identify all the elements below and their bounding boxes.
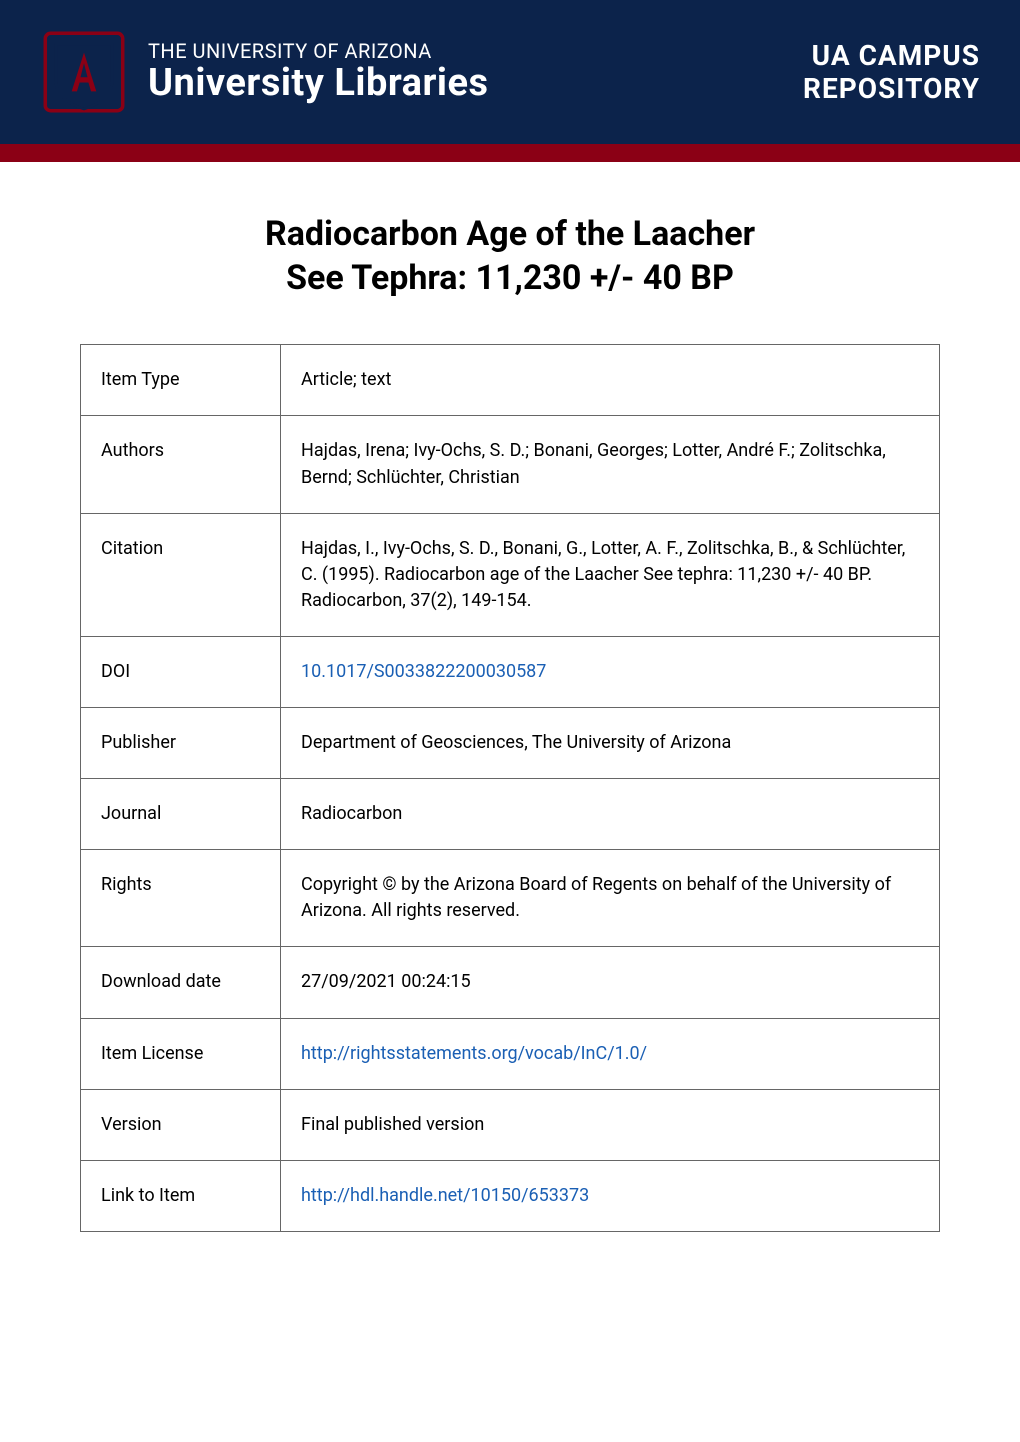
metadata-text: Department of Geosciences, The Universit…	[301, 732, 731, 753]
metadata-label: Version	[81, 1089, 281, 1160]
metadata-value: Copyright © by the Arizona Board of Rege…	[281, 850, 940, 947]
ua-shield-icon	[40, 28, 128, 116]
metadata-value: http://hdl.handle.net/10150/653373	[281, 1160, 940, 1231]
metadata-label: Download date	[81, 947, 281, 1018]
university-logo	[40, 28, 128, 116]
table-row: Version Final published version	[81, 1089, 940, 1160]
metadata-text: Hajdas, Irena; Ivy-Ochs, S. D.; Bonani, …	[301, 440, 886, 487]
metadata-text: Hajdas, I., Ivy-Ochs, S. D., Bonani, G.,…	[301, 538, 905, 611]
table-row: Download date 27/09/2021 00:24:15	[81, 947, 940, 1018]
metadata-label: Publisher	[81, 708, 281, 779]
metadata-link[interactable]: http://rightsstatements.org/vocab/InC/1.…	[301, 1043, 647, 1064]
metadata-label: Citation	[81, 513, 281, 636]
table-row: Rights Copyright © by the Arizona Board o…	[81, 850, 940, 947]
metadata-value: 27/09/2021 00:24:15	[281, 947, 940, 1018]
header-text-block: THE UNIVERSITY OF ARIZONA University Lib…	[148, 39, 489, 105]
metadata-value: Article; text	[281, 345, 940, 416]
repository-line1: UA CAMPUS	[803, 39, 980, 72]
table-row: Publisher Department of Geosciences, The …	[81, 708, 940, 779]
metadata-text: Article; text	[301, 369, 391, 390]
metadata-label: Journal	[81, 779, 281, 850]
repository-line2: REPOSITORY	[803, 72, 980, 105]
content-area: Radiocarbon Age of the Laacher See Tephr…	[0, 162, 1020, 1292]
table-row: Link to Item http://hdl.handle.net/10150/…	[81, 1160, 940, 1231]
document-title-line2: See Tephra: 11,230 +/- 40 BP	[286, 258, 734, 298]
metadata-label: Item License	[81, 1018, 281, 1089]
metadata-label: Item Type	[81, 345, 281, 416]
divider-bar	[0, 144, 1020, 162]
table-row: DOI 10.1017/S0033822200030587	[81, 636, 940, 707]
header-left: THE UNIVERSITY OF ARIZONA University Lib…	[40, 28, 489, 116]
metadata-value: Department of Geosciences, The Universit…	[281, 708, 940, 779]
metadata-text: 27/09/2021 00:24:15	[301, 971, 471, 992]
metadata-value: http://rightsstatements.org/vocab/InC/1.…	[281, 1018, 940, 1089]
metadata-value: Hajdas, Irena; Ivy-Ochs, S. D.; Bonani, …	[281, 416, 940, 513]
table-row: Citation Hajdas, I., Ivy-Ochs, S. D., Bon…	[81, 513, 940, 636]
document-title: Radiocarbon Age of the Laacher See Tephr…	[80, 212, 940, 300]
table-row: Journal Radiocarbon	[81, 779, 940, 850]
metadata-link[interactable]: 10.1017/S0033822200030587	[301, 661, 546, 682]
metadata-value: Radiocarbon	[281, 779, 940, 850]
header-subtitle: THE UNIVERSITY OF ARIZONA	[148, 39, 489, 63]
metadata-text: Final published version	[301, 1114, 484, 1135]
metadata-label: Authors	[81, 416, 281, 513]
metadata-label: DOI	[81, 636, 281, 707]
metadata-text: Copyright © by the Arizona Board of Rege…	[301, 874, 891, 921]
metadata-table-body: Item Type Article; text Authors Hajdas, Ire…	[81, 345, 940, 1231]
metadata-label: Link to Item	[81, 1160, 281, 1231]
metadata-value: 10.1017/S0033822200030587	[281, 636, 940, 707]
table-row: Authors Hajdas, Irena; Ivy-Ochs, S. D.; B…	[81, 416, 940, 513]
header-right: UA CAMPUS REPOSITORY	[803, 39, 980, 105]
header-title: University Libraries	[148, 63, 489, 105]
document-title-line1: Radiocarbon Age of the Laacher	[265, 214, 755, 254]
metadata-value: Hajdas, I., Ivy-Ochs, S. D., Bonani, G.,…	[281, 513, 940, 636]
table-row: Item License http://rightsstatements.org/…	[81, 1018, 940, 1089]
table-row: Item Type Article; text	[81, 345, 940, 416]
metadata-link[interactable]: http://hdl.handle.net/10150/653373	[301, 1185, 589, 1206]
metadata-text: Radiocarbon	[301, 803, 402, 824]
header-banner: THE UNIVERSITY OF ARIZONA University Lib…	[0, 0, 1020, 144]
metadata-label: Rights	[81, 850, 281, 947]
metadata-table: Item Type Article; text Authors Hajdas, Ire…	[80, 344, 940, 1231]
metadata-value: Final published version	[281, 1089, 940, 1160]
